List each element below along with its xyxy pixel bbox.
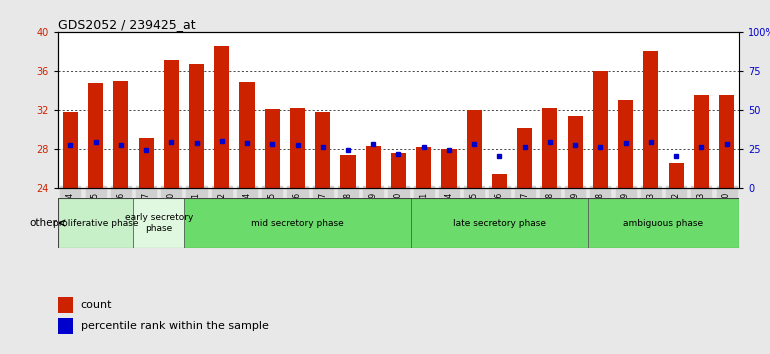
Text: count: count [81, 300, 112, 310]
Bar [492, 174, 507, 188]
Bar [467, 110, 482, 188]
Text: ambiguous phase: ambiguous phase [624, 218, 704, 228]
Bar [366, 146, 381, 188]
Bar [618, 100, 633, 188]
Text: percentile rank within the sample: percentile rank within the sample [81, 321, 269, 331]
Bar [58, 198, 133, 248]
Bar [588, 198, 739, 248]
Bar [441, 149, 457, 188]
Bar [265, 109, 280, 188]
Bar [58, 297, 73, 313]
Bar [315, 112, 330, 188]
Text: GDS2052 / 239425_at: GDS2052 / 239425_at [58, 18, 196, 31]
Bar [189, 64, 204, 188]
Bar [719, 95, 734, 188]
Bar [139, 138, 154, 188]
Text: other: other [29, 218, 57, 228]
Bar [63, 112, 78, 188]
Bar [184, 198, 411, 248]
Bar [290, 108, 305, 188]
Bar [668, 163, 684, 188]
Bar [113, 81, 129, 188]
Bar [164, 60, 179, 188]
Text: proliferative phase: proliferative phase [53, 218, 139, 228]
Bar [58, 318, 73, 334]
Bar [643, 51, 658, 188]
Bar [567, 115, 583, 188]
Bar [411, 198, 588, 248]
Bar [214, 46, 229, 188]
Bar [340, 155, 356, 188]
Text: mid secretory phase: mid secretory phase [251, 218, 344, 228]
Bar [694, 95, 709, 188]
Bar [239, 82, 255, 188]
Bar [391, 153, 406, 188]
Text: late secretory phase: late secretory phase [453, 218, 546, 228]
Text: early secretory
phase: early secretory phase [125, 213, 193, 233]
Bar [416, 147, 431, 188]
Bar [593, 71, 608, 188]
Bar [88, 84, 103, 188]
Bar [517, 128, 532, 188]
Bar [542, 108, 557, 188]
Bar [133, 198, 184, 248]
